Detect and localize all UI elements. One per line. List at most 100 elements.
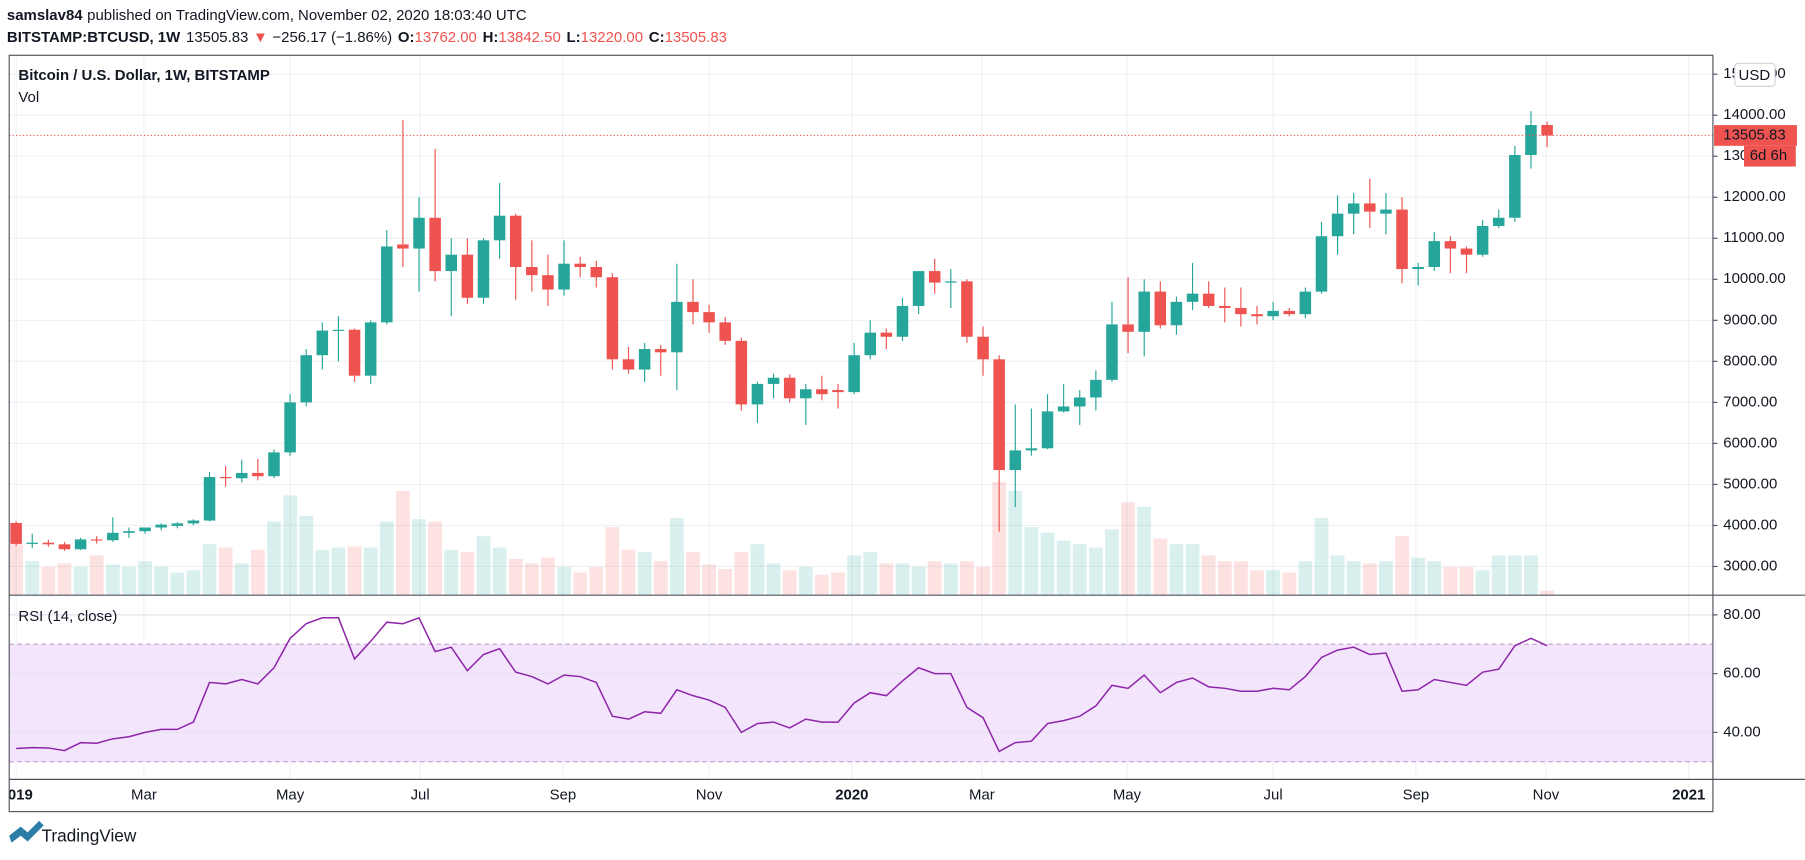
candle-body [1138,291,1150,332]
volume-bar [1185,544,1200,596]
volume-bar [831,572,845,596]
candle-body [397,244,409,249]
volume-bar [798,566,813,596]
candle-body [654,349,667,353]
volume-bar [1153,538,1168,596]
volume-bar [283,495,298,596]
candle-body [1009,450,1022,471]
y-tick-label: 6000.00 [1723,434,1777,451]
volume-bar [1024,527,1039,596]
candle-body [719,322,731,341]
candle-body [671,301,683,353]
volume-bar [605,527,620,596]
volume-bar [57,563,72,596]
candle-body [1412,266,1424,270]
candle-body [590,266,603,278]
candle-body [687,301,699,313]
published: published on TradingView.com, November 0… [87,7,527,24]
volume-bar [154,566,169,596]
candle-body [493,215,506,241]
candle-body [1476,225,1489,255]
volume-bar [73,566,88,596]
volume-bar [1201,555,1216,596]
y-tick-label: 8000.00 [1723,352,1777,369]
volume-bar [1266,570,1281,596]
user: samslav84 [7,7,83,24]
candle-body [800,389,812,399]
volume-bar [1105,529,1119,596]
last: 13505.83 [186,29,248,46]
candle-body [139,527,151,532]
candle-body [429,217,441,272]
volume-bar [1411,557,1426,596]
l-label: L: [567,29,581,46]
pane-title: RSI (14, close) [18,608,117,625]
candle-body [1509,154,1521,218]
volume-bar [814,574,829,596]
candle-body [187,520,200,524]
candle-body [1202,293,1215,306]
y-tick-label: 9000.00 [1723,311,1777,328]
volume-bar [1072,544,1087,596]
x-tick-label: Nov [1533,786,1560,803]
y-tick-label: 60.00 [1723,665,1760,682]
volume-bar [1282,572,1297,596]
rsi-line [16,616,1548,753]
c: 13505.83 [665,29,727,46]
volume-bar [621,549,636,596]
candle-body [1251,314,1263,317]
volume-bar [1524,555,1538,596]
candle-body [461,254,474,298]
volume-bar [782,570,797,596]
volume-bar [331,547,346,596]
currency[interactable]: USD [1739,67,1771,84]
volume-bar [395,490,410,596]
volume-bar [1121,502,1135,596]
volume-bar [1507,555,1522,596]
volume-bar [1491,555,1506,596]
candle-body [816,389,828,395]
candle-body [58,544,71,550]
candle-body [1219,305,1231,309]
volume-bar [911,566,926,596]
volume-bar [1233,561,1248,596]
volume-bar [1379,561,1393,596]
volume-bar [976,566,990,596]
y-tick-label: 80.00 [1723,606,1760,623]
volume-bar [1056,540,1071,596]
volume-bar [589,566,604,596]
volume-bar [170,572,185,596]
volume-bar [412,519,426,596]
x-tick-label: Jul [411,786,430,803]
candle-body [1444,241,1457,249]
volume-bar [1330,555,1345,596]
l: 13220.00 [581,29,643,46]
candle-body [316,330,329,356]
candle-body [1057,406,1070,412]
candle-body [1380,209,1392,214]
candle-body [1428,241,1441,267]
y-tick-label: 10000.00 [1723,270,1785,287]
volume-bar [879,563,894,596]
change: −256.17 (−1.86%) [272,29,392,46]
volume-bar [267,521,281,596]
volume-bar [1040,532,1055,596]
candle-body [1025,448,1038,451]
volume-bar [1540,590,1554,596]
candle-body [1525,125,1537,155]
last-price-box [1714,125,1797,146]
y-tick-label: 3000.00 [1723,557,1777,574]
volume-bar [734,552,749,596]
candle-body [123,531,135,533]
volume-bar [992,481,1007,596]
volume-bar [1250,570,1264,596]
candle-body [751,383,764,405]
x-tick-label: Sep [550,786,577,803]
candle-body [703,312,715,323]
candle-body [445,254,458,272]
o-label: O: [398,29,415,46]
volume-bar [557,566,571,596]
volume-bar [927,561,942,596]
volume-bar [138,561,152,596]
candle-body [1331,213,1344,237]
